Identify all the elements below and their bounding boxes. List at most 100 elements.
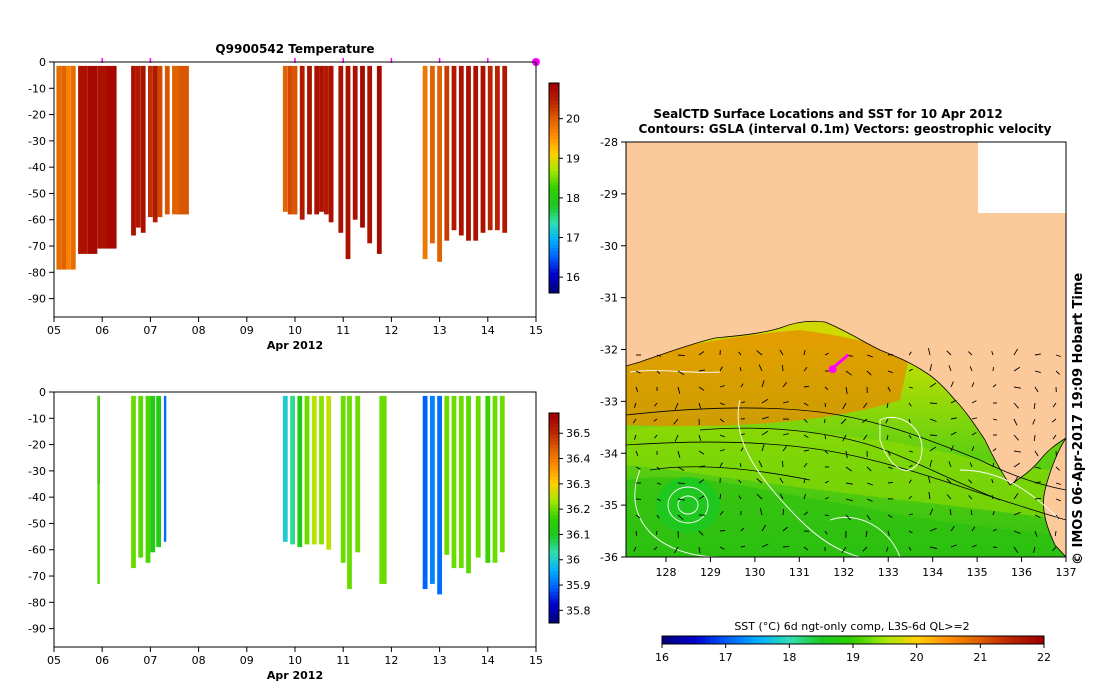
p1-xtick-label-2: 07	[143, 324, 157, 337]
p1-profile-bar-2	[66, 65, 71, 270]
velocity-vector-90	[761, 416, 769, 420]
velocity-vector-160	[908, 464, 913, 468]
velocity-vector-183	[946, 478, 952, 484]
sst-cbar-seg-32	[814, 636, 821, 644]
velocity-vector-243	[887, 530, 890, 536]
velocity-vector-100	[971, 417, 978, 420]
velocity-vector-142	[971, 446, 975, 452]
velocity-vector-56	[929, 382, 937, 388]
velocity-vector-209	[1055, 498, 1061, 502]
velocity-vector-117	[886, 434, 889, 440]
p2-profile-bar-8	[282, 395, 288, 542]
p2-cbar-seg-15	[549, 567, 559, 571]
velocity-vector-74	[863, 402, 868, 409]
p1-cbar-seg-2	[549, 282, 559, 287]
map-x-ticks: 128 129 130 131 132 133 134 135 136 137	[656, 557, 1077, 579]
p1-cbar-seg-23	[549, 209, 559, 213]
sst-cbar-seg-7	[695, 636, 701, 644]
p2-profile-bar-29	[499, 395, 505, 553]
velocity-vector-42	[635, 386, 639, 392]
p1-profile-bar-34	[437, 65, 442, 262]
velocity-vector-256	[719, 546, 725, 550]
p1-profile-bar-16	[179, 65, 189, 215]
p2-xtick-label-1: 06	[95, 654, 109, 667]
p1-profile-bar-14	[164, 65, 170, 215]
p2-cbar-seg-45	[549, 462, 559, 466]
sst-cbar-seg-64	[967, 636, 973, 644]
velocity-vector-223	[908, 513, 913, 516]
sst-cbar-seg-33	[819, 636, 825, 644]
sst-cbar-seg-43	[867, 636, 873, 644]
velocity-vector-174	[756, 478, 763, 484]
p1-profile-bar-40	[480, 65, 486, 233]
p1-cbar-seg-34	[549, 170, 559, 175]
p2-ytick-label-8: -80	[28, 596, 46, 609]
p2-cbar-seg-36	[549, 493, 559, 498]
velocity-vector-158	[866, 466, 872, 472]
velocity-vector-109	[719, 434, 725, 438]
warm-sst-region	[626, 330, 910, 427]
p2-cbar-seg-17	[549, 560, 559, 564]
velocity-vector-206	[991, 494, 994, 500]
temperature-cells	[56, 65, 508, 270]
p2-xtick-label-9: 14	[481, 654, 495, 667]
velocity-vector-193	[719, 493, 722, 500]
land-southeast	[1043, 437, 1066, 557]
velocity-vector-220	[845, 514, 852, 521]
p2-profile-bar-1	[97, 395, 100, 584]
velocity-vector-262	[841, 546, 847, 553]
velocity-vector-153	[758, 460, 763, 468]
p2-cbar-label-2: 36	[566, 554, 580, 567]
velocity-vector-114	[824, 434, 827, 440]
velocity-vector-205	[968, 495, 973, 500]
velocity-vector-20	[1055, 354, 1061, 357]
p1-profile-bar-23	[319, 65, 324, 212]
salinity-colorbar: 35.8 35.9 36 36.1 36.2 36.3 36.4 36.5	[548, 412, 591, 624]
no-data-region	[978, 142, 1066, 213]
velocity-vector-9	[824, 352, 829, 356]
velocity-vector-48	[761, 380, 765, 388]
p2-cbar-seg-54	[549, 430, 559, 435]
velocity-vector-143	[992, 448, 997, 452]
p2-cbar-label-3: 36.1	[566, 528, 591, 541]
velocity-vector-12	[887, 353, 894, 356]
p2-cbar-seg-25	[549, 532, 559, 536]
sst-cbar-seg-56	[929, 636, 935, 644]
sst-cbar-seg-3	[676, 636, 682, 644]
p1-cbar-seg-33	[549, 174, 559, 178]
velocity-vector-159	[887, 466, 893, 470]
p2-profile-bar-4	[145, 395, 151, 563]
p1-ytick-label-3: -30	[28, 135, 46, 148]
velocity-vector-212	[677, 514, 684, 521]
p2-profile-bar-11	[304, 395, 310, 545]
sst-cbar-seg-67	[981, 636, 988, 644]
velocity-vector-36	[948, 365, 952, 372]
velocity-vector-176	[803, 478, 806, 484]
velocity-vector-29	[803, 366, 808, 372]
sst-cbar-seg-18	[747, 636, 754, 644]
seal-track-current-position	[828, 365, 837, 374]
velocity-vector-210	[635, 514, 641, 519]
sst-cbar-seg-16	[738, 636, 744, 644]
p2-profile-bar-7	[163, 395, 167, 542]
velocity-vector-164	[992, 462, 994, 468]
velocity-vector-118	[908, 434, 912, 439]
p2-cbar-seg-29	[549, 518, 559, 522]
velocity-vector-106	[654, 434, 658, 439]
salinity-cells	[97, 395, 505, 595]
p1-profile-bar-22	[314, 65, 320, 215]
sst-cbar-label-1: 17	[719, 651, 733, 664]
velocity-vector-258	[761, 543, 769, 548]
velocity-vector-253	[653, 546, 658, 551]
velocity-vector-64	[654, 402, 658, 407]
p2-profile-bar-27	[485, 395, 491, 563]
velocity-vector-257	[740, 545, 745, 548]
p2-ytick-label-5: -50	[28, 517, 46, 530]
velocity-vector-17	[991, 351, 994, 356]
p1-cbar-seg-20	[549, 219, 559, 224]
velocity-vector-69	[761, 398, 769, 404]
p1-cbar-seg-35	[549, 167, 559, 171]
velocity-vector-40	[1034, 370, 1041, 374]
velocity-vector-227	[992, 511, 995, 516]
p2-profile-bar-13	[319, 395, 324, 545]
